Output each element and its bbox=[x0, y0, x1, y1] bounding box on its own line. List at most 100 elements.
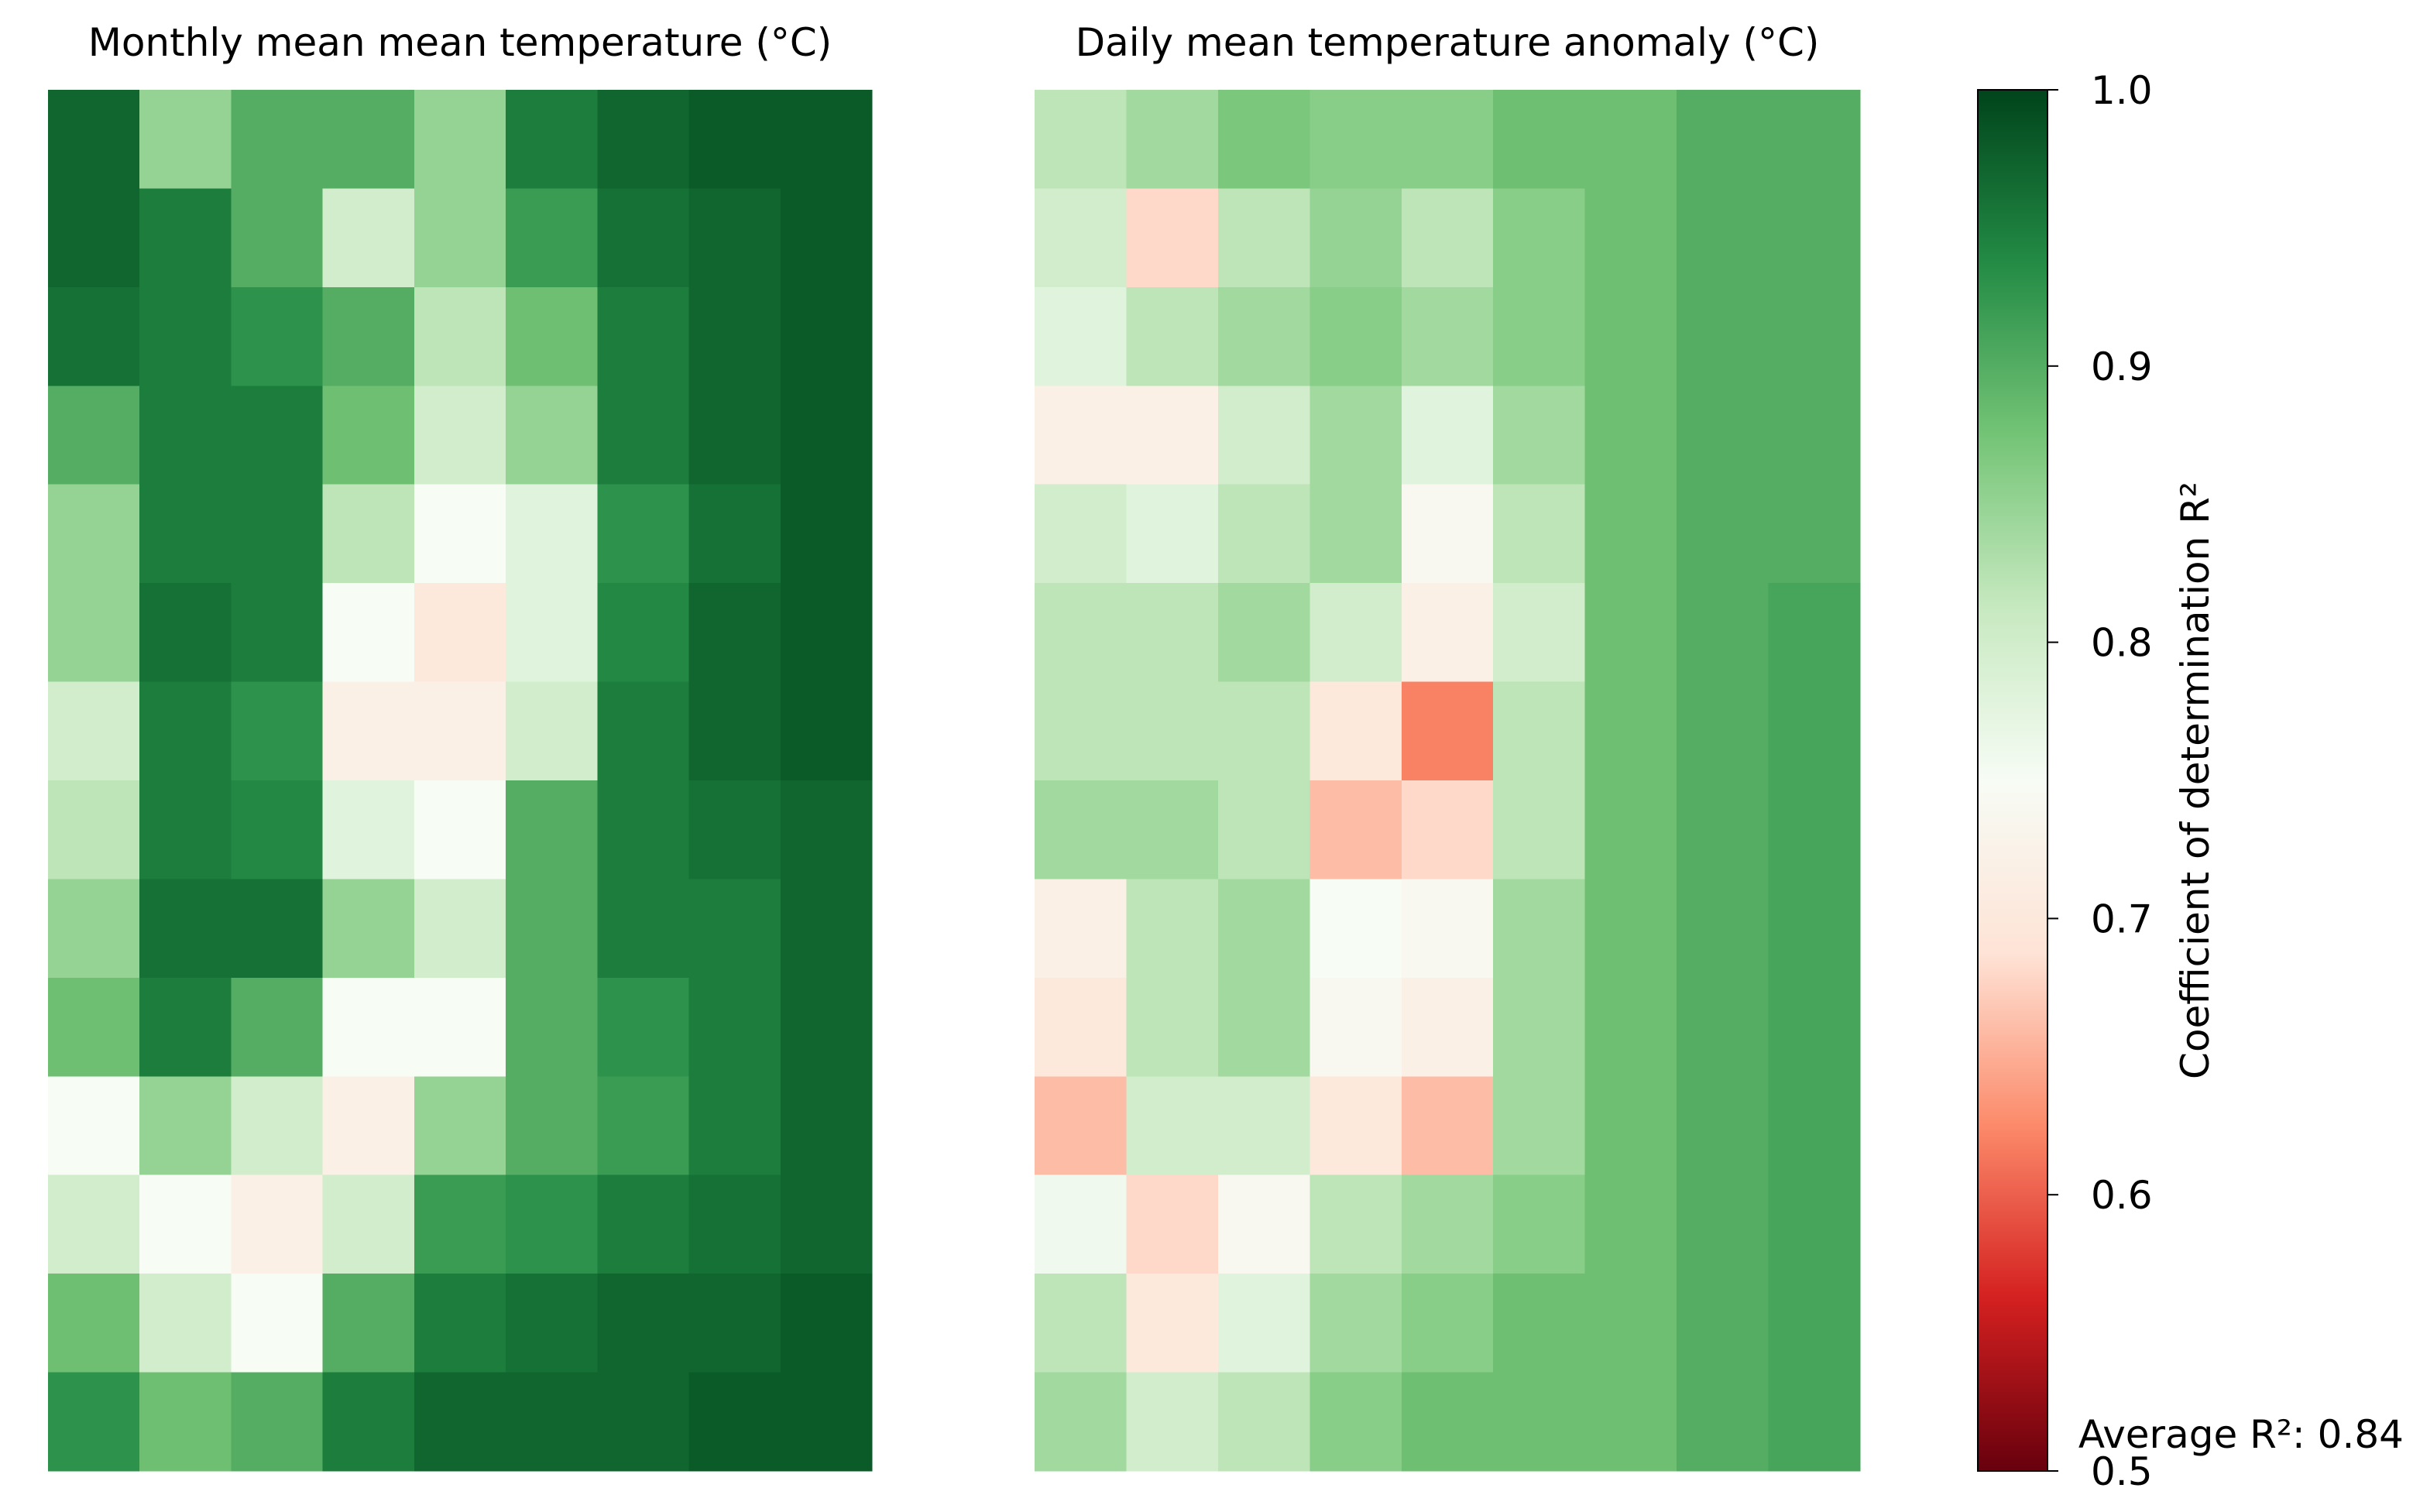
heatmap-cell bbox=[1768, 484, 1861, 584]
heatmap-cell bbox=[414, 1372, 506, 1472]
heatmap-cell bbox=[1584, 879, 1677, 979]
heatmap-cell bbox=[688, 1076, 781, 1176]
heatmap-cell bbox=[231, 879, 324, 979]
heatmap-cell bbox=[506, 879, 598, 979]
heatmap-cell bbox=[231, 1174, 324, 1274]
heatmap-cell bbox=[48, 1274, 140, 1373]
heatmap-cell bbox=[1309, 484, 1402, 584]
colorbar-tick-label: 0.7 bbox=[2091, 897, 2153, 941]
heatmap-cell bbox=[1309, 780, 1402, 879]
heatmap-cell bbox=[414, 780, 506, 879]
heatmap-cell bbox=[231, 484, 324, 584]
heatmap-cell bbox=[597, 188, 690, 288]
heatmap-cell bbox=[1035, 1174, 1127, 1274]
heatmap-cell bbox=[48, 188, 140, 288]
heatmap-cell bbox=[1035, 1076, 1127, 1176]
heatmap-cell bbox=[1217, 780, 1310, 879]
heatmap-cell bbox=[414, 1174, 506, 1274]
heatmap-cell bbox=[1493, 977, 1586, 1077]
heatmap-cell bbox=[322, 1076, 415, 1176]
heatmap-cell bbox=[139, 681, 232, 781]
heatmap-cell bbox=[231, 1274, 324, 1373]
heatmap-cell bbox=[139, 879, 232, 979]
heatmap-cell bbox=[1309, 1274, 1402, 1373]
heatmap-cell bbox=[231, 681, 324, 781]
heatmap-cell bbox=[1584, 977, 1677, 1077]
heatmap-cell bbox=[322, 583, 415, 683]
heatmap-cell bbox=[322, 386, 415, 485]
heatmap-cell bbox=[1584, 681, 1677, 781]
heatmap-cell bbox=[48, 1372, 140, 1472]
heatmap-cell bbox=[1677, 484, 1769, 584]
heatmap-cell bbox=[1217, 977, 1310, 1077]
heatmap-cell bbox=[1677, 1174, 1769, 1274]
heatmap-cell bbox=[506, 1174, 598, 1274]
heatmap-cell bbox=[1768, 1174, 1861, 1274]
heatmap-cell bbox=[597, 1274, 690, 1373]
heatmap-cell bbox=[48, 780, 140, 879]
heatmap-cell bbox=[1401, 90, 1494, 189]
heatmap-cell bbox=[414, 484, 506, 584]
heatmap-cell bbox=[1401, 386, 1494, 485]
heatmap-cell bbox=[1035, 90, 1127, 189]
heatmap-cell bbox=[780, 286, 873, 386]
heatmap-cell bbox=[597, 780, 690, 879]
heatmap-cell bbox=[1126, 286, 1219, 386]
heatmap-cell bbox=[1401, 188, 1494, 288]
heatmap-cell bbox=[1401, 286, 1494, 386]
heatmap-cell bbox=[1217, 286, 1310, 386]
heatmap-cell bbox=[1309, 681, 1402, 781]
heatmap-cell bbox=[688, 780, 781, 879]
heatmap-cell bbox=[506, 583, 598, 683]
heatmap-cell bbox=[1217, 1076, 1310, 1176]
heatmap-cell bbox=[1493, 1274, 1586, 1373]
heatmap-cell bbox=[139, 977, 232, 1077]
heatmap-cell bbox=[322, 90, 415, 189]
heatmap-cell bbox=[139, 1076, 232, 1176]
heatmap-cell bbox=[1126, 188, 1219, 288]
heatmap-cell bbox=[1217, 1274, 1310, 1373]
heatmap-cell bbox=[688, 90, 781, 189]
heatmap-cell bbox=[414, 681, 506, 781]
heatmap-cell bbox=[1309, 977, 1402, 1077]
heatmap-cell bbox=[688, 484, 781, 584]
colorbar-tick-label: 0.9 bbox=[2091, 345, 2153, 389]
heatmap-cell bbox=[48, 90, 140, 189]
heatmap-cell bbox=[231, 286, 324, 386]
heatmap-cell bbox=[1584, 1274, 1677, 1373]
heatmap-cell bbox=[414, 879, 506, 979]
heatmap-cell bbox=[780, 1174, 873, 1274]
heatmap-cell bbox=[414, 583, 506, 683]
heatmap-cell bbox=[1035, 977, 1127, 1077]
heatmap-cell bbox=[1493, 386, 1586, 485]
heatmap-cell bbox=[1217, 879, 1310, 979]
heatmap-cell bbox=[139, 484, 232, 584]
heatmap-cell bbox=[139, 386, 232, 485]
heatmap-cell bbox=[1768, 188, 1861, 288]
heatmap-cell bbox=[1309, 1076, 1402, 1176]
heatmap-cell bbox=[1677, 286, 1769, 386]
heatmap-cell bbox=[1217, 1372, 1310, 1472]
colorbar-tick-label: 0.8 bbox=[2091, 621, 2153, 666]
heatmap-cell bbox=[1126, 1174, 1219, 1274]
heatmap-cell bbox=[48, 286, 140, 386]
heatmap-cell bbox=[1401, 681, 1494, 781]
heatmap-cell bbox=[688, 879, 781, 979]
heatmap-cell bbox=[780, 1076, 873, 1176]
heatmap-cell bbox=[597, 977, 690, 1077]
heatmap-cell bbox=[597, 484, 690, 584]
heatmap-cell bbox=[1035, 681, 1127, 781]
heatmap-cell bbox=[1401, 484, 1494, 584]
heatmap-cell bbox=[48, 681, 140, 781]
heatmap-cell bbox=[780, 386, 873, 485]
heatmap-cell bbox=[1035, 484, 1127, 584]
heatmap-cell bbox=[139, 286, 232, 386]
heatmap-cell bbox=[506, 286, 598, 386]
heatmap-cell bbox=[1584, 1372, 1677, 1472]
heatmap-cell bbox=[1493, 1076, 1586, 1176]
heatmap-cell bbox=[231, 188, 324, 288]
heatmap-cell bbox=[322, 1174, 415, 1274]
heatmap-cell bbox=[414, 386, 506, 485]
heatmap-cell bbox=[506, 484, 598, 584]
heatmap-cell bbox=[322, 1372, 415, 1472]
